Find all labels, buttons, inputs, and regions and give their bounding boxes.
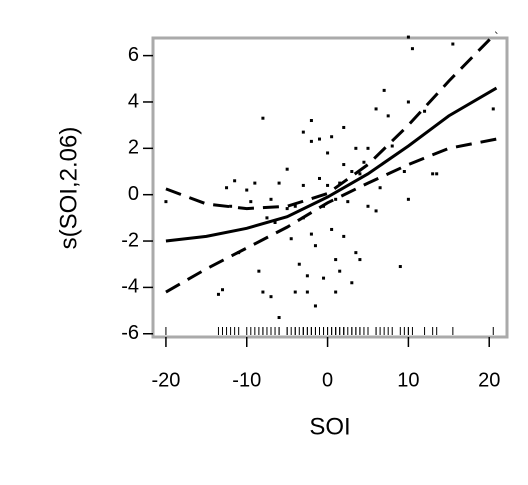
residual-point bbox=[342, 125, 346, 129]
y-tick-label: -2 bbox=[121, 229, 139, 251]
residual-point bbox=[330, 227, 334, 231]
residual-point bbox=[301, 130, 305, 134]
residual-point bbox=[406, 197, 410, 201]
residual-point bbox=[305, 290, 309, 294]
residual-point bbox=[229, 204, 233, 208]
x-tick-label: -10 bbox=[232, 369, 261, 391]
residual-point bbox=[326, 183, 330, 187]
x-tick-label: 0 bbox=[322, 369, 333, 391]
residual-point bbox=[309, 139, 313, 143]
residual-point bbox=[261, 290, 265, 294]
residual-point bbox=[273, 220, 277, 224]
residual-point bbox=[491, 107, 495, 111]
residual-point bbox=[305, 274, 309, 278]
residual-point bbox=[269, 197, 273, 201]
residual-point bbox=[313, 244, 317, 248]
residual-point bbox=[216, 292, 220, 296]
confidence-band bbox=[165, 31, 498, 211]
x-tick-label: 20 bbox=[478, 369, 500, 391]
plot-frame bbox=[151, 36, 509, 339]
residual-point bbox=[382, 88, 386, 92]
residual-point bbox=[309, 232, 313, 236]
x-axis-label: SOI bbox=[309, 413, 350, 440]
residual-point bbox=[285, 167, 289, 171]
y-tick-label: 0 bbox=[128, 183, 139, 205]
residual-point bbox=[402, 170, 406, 174]
residual-point bbox=[366, 204, 370, 208]
residual-point bbox=[451, 42, 455, 46]
residual-point bbox=[406, 35, 410, 39]
residual-point bbox=[342, 234, 346, 238]
residual-point bbox=[354, 251, 358, 255]
y-tick-label: 2 bbox=[128, 137, 139, 159]
residual-point bbox=[358, 258, 362, 262]
residual-point bbox=[297, 262, 301, 266]
residual-point bbox=[289, 237, 293, 241]
residual-point bbox=[326, 151, 330, 155]
residual-point bbox=[374, 107, 378, 111]
residual-point bbox=[269, 295, 273, 299]
x-tick-label: 10 bbox=[397, 369, 419, 391]
residual-point bbox=[293, 204, 297, 208]
residual-point bbox=[313, 304, 317, 308]
residual-point bbox=[346, 200, 350, 204]
residual-point bbox=[366, 146, 370, 150]
residual-point bbox=[362, 160, 366, 164]
residual-point bbox=[277, 316, 281, 320]
residual-point bbox=[334, 290, 338, 294]
y-axis-label: s(SOI,2.06) bbox=[55, 127, 82, 250]
residual-point bbox=[406, 100, 410, 104]
residual-point bbox=[386, 114, 390, 118]
residual-point bbox=[221, 288, 225, 292]
y-tick-label: -6 bbox=[121, 322, 139, 344]
residual-point bbox=[309, 119, 313, 123]
residual-point bbox=[253, 181, 257, 185]
residual-point bbox=[342, 163, 346, 167]
residual-point bbox=[225, 186, 229, 190]
confidence-band bbox=[165, 137, 497, 294]
residual-point bbox=[354, 146, 358, 150]
residual-point bbox=[423, 109, 427, 113]
y-tick-label: 6 bbox=[128, 44, 139, 66]
y-tick-label: -4 bbox=[121, 276, 139, 298]
residual-point bbox=[334, 197, 338, 201]
smooth-fit bbox=[165, 86, 498, 243]
residual-point bbox=[265, 216, 269, 220]
residual-point bbox=[245, 188, 249, 192]
residual-point bbox=[277, 181, 281, 185]
residual-point bbox=[261, 116, 265, 120]
residual-point bbox=[317, 137, 321, 141]
residual-point bbox=[431, 172, 435, 176]
residual-point bbox=[164, 200, 168, 204]
residual-point bbox=[317, 176, 321, 180]
residual-point bbox=[435, 172, 439, 176]
residual-point bbox=[322, 276, 326, 280]
residual-point bbox=[410, 47, 414, 51]
residual-point bbox=[257, 269, 261, 273]
residual-point bbox=[301, 183, 305, 187]
residual-point bbox=[293, 290, 297, 294]
residual-point bbox=[374, 209, 378, 213]
residual-point bbox=[390, 144, 394, 148]
residual-point bbox=[330, 135, 334, 139]
residual-point bbox=[350, 281, 354, 285]
residual-point bbox=[358, 172, 362, 176]
residual-point bbox=[334, 258, 338, 262]
y-tick-label: 4 bbox=[128, 90, 139, 112]
x-tick-label: -20 bbox=[151, 369, 180, 391]
residual-point bbox=[285, 207, 289, 211]
residual-point bbox=[398, 265, 402, 269]
residual-point bbox=[350, 170, 354, 174]
residual-point bbox=[249, 200, 253, 204]
residual-point bbox=[378, 186, 382, 190]
residual-point bbox=[233, 179, 237, 183]
residual-point bbox=[338, 269, 342, 273]
